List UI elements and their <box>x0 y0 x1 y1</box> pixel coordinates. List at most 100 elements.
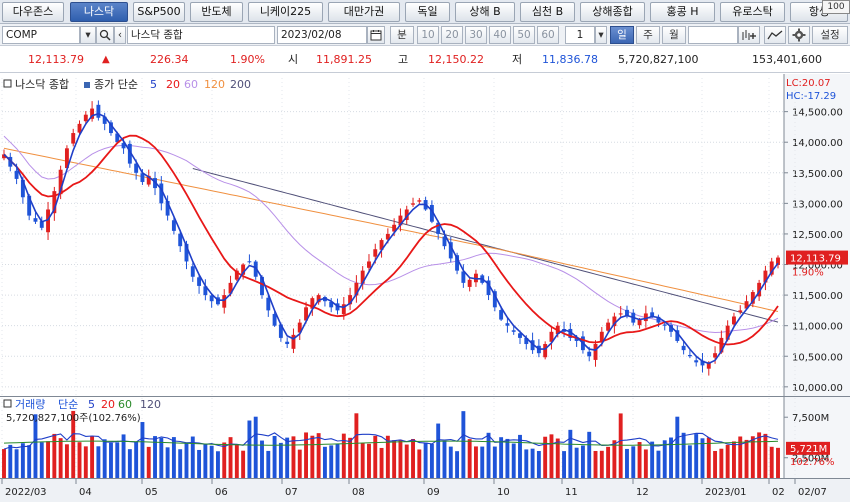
price-change-pct: 1.90% <box>230 53 265 66</box>
period-button-3[interactable]: 30 <box>465 26 487 44</box>
candle-body-13 <box>83 114 88 122</box>
candle-body-30 <box>190 266 195 277</box>
date-input[interactable]: 2023/02/08 <box>277 26 367 44</box>
gear-icon <box>792 28 806 42</box>
candle-body-18 <box>115 133 120 143</box>
calendar-button[interactable] <box>367 26 385 44</box>
volume-bar-107 <box>675 416 680 478</box>
tab-11[interactable]: 유로스탁 <box>720 2 785 22</box>
candle-body-79 <box>499 310 504 320</box>
volume-bar-88 <box>555 438 560 478</box>
volume-bar-58 <box>367 443 371 478</box>
candle-body-65 <box>411 203 415 205</box>
last-pct-label: 1.90% <box>792 268 824 279</box>
tab-10[interactable]: 홍콩 H <box>650 2 715 22</box>
volume-bar-32 <box>203 443 208 478</box>
prev-symbol-button[interactable]: ‹ <box>114 26 126 44</box>
x-tick-label-12: 02/07 <box>798 487 827 498</box>
volume-bar-46 <box>291 436 296 478</box>
candle-body-40 <box>253 261 258 277</box>
candle-body-109 <box>687 354 692 357</box>
x-tick-label-9: 12 <box>636 487 649 498</box>
tab-2[interactable]: S&P500 <box>133 2 185 22</box>
candle-body-98 <box>618 313 623 315</box>
candle-body-68 <box>429 204 434 222</box>
volume-bar-4 <box>27 445 32 478</box>
low-price: 11,836.78 <box>542 53 598 66</box>
x-tick-label-8: 11 <box>565 487 578 498</box>
volume-bar-66 <box>417 449 422 478</box>
volume-bar-44 <box>278 442 283 478</box>
candle-body-17 <box>109 122 113 134</box>
candle-body-6 <box>39 221 44 228</box>
candle-body-52 <box>329 301 334 308</box>
chart-settings-gear-button[interactable] <box>788 26 810 44</box>
volume-bar-65 <box>411 438 415 478</box>
volume-legend-period-1: 20 <box>101 398 115 411</box>
volume-bar-30 <box>190 436 195 478</box>
legend-period-4: 200 <box>230 78 251 91</box>
candle-body-107 <box>675 330 680 341</box>
period-button-6[interactable]: 60 <box>537 26 559 44</box>
candlestick-chart[interactable]: 10,000.00 10,500.00 11,000.00 11,500.00 12,0… <box>0 74 850 502</box>
tab-4[interactable]: 니케이225 <box>248 2 323 22</box>
candle-body-82 <box>518 333 522 338</box>
candle-body-108 <box>681 345 686 351</box>
period-button-2[interactable]: 20 <box>441 26 463 44</box>
volume-bar-120 <box>757 432 762 478</box>
volume-legend-period-2: 60 <box>118 398 132 411</box>
tab-6[interactable]: 독일 <box>405 2 450 22</box>
volume-bar-117 <box>738 436 743 478</box>
symbol-dropdown-button[interactable]: ▾ <box>80 26 96 44</box>
volume-bar-91 <box>574 447 579 478</box>
tab-1[interactable]: 나스닥 <box>70 2 128 22</box>
unit-button-1[interactable]: 주 <box>636 26 660 44</box>
period-button-5[interactable]: 50 <box>513 26 535 44</box>
chart-toolbar: COMP ▾ ‹ 나스닥 종합 2023/02/08 분 10 20 30 40 50 60… <box>0 24 850 46</box>
period-button-4[interactable]: 40 <box>489 26 511 44</box>
tab-8[interactable]: 심천 B <box>520 2 575 22</box>
tab-9[interactable]: 상해종합 <box>580 2 645 22</box>
volume-bar-35 <box>222 442 227 478</box>
candle-body-74 <box>467 279 472 287</box>
candle-body-94 <box>593 344 598 360</box>
unit-button-0[interactable]: 일 <box>610 26 634 44</box>
tab-5[interactable]: 대만가권 <box>328 2 400 22</box>
volume-value: 5,720,827,100 <box>618 53 699 66</box>
candle-body-5 <box>33 218 38 222</box>
candle-body-54 <box>341 304 346 315</box>
volume-bar-18 <box>115 442 120 478</box>
hc-label: HC:-17.29 <box>786 91 836 102</box>
line-tool-button[interactable] <box>764 26 786 44</box>
tab-7[interactable]: 상해 B <box>455 2 515 22</box>
symbol-search-button[interactable] <box>96 26 114 44</box>
y-tick-label-7: 13,500.00 <box>792 169 843 180</box>
volume-bar-90 <box>568 429 573 478</box>
period-button-1[interactable]: 10 <box>417 26 439 44</box>
count-dropdown-button[interactable]: ▾ <box>595 26 607 44</box>
volume-bar-42 <box>266 450 271 478</box>
interval-input[interactable] <box>688 26 738 44</box>
count-input[interactable]: 1 <box>565 26 595 44</box>
volume-bar-2 <box>14 449 19 478</box>
volume-bar-43 <box>272 435 277 478</box>
legend-period-2: 60 <box>184 78 198 91</box>
volume-bar-23 <box>146 446 151 478</box>
candle-body-31 <box>197 277 202 286</box>
add-indicator-button[interactable] <box>738 26 760 44</box>
symbol-input[interactable]: COMP <box>2 26 80 44</box>
volume-bar-102 <box>643 449 648 478</box>
candle-body-60 <box>379 240 384 250</box>
settings-button[interactable]: 설정 <box>812 26 848 44</box>
chevron-left-icon: ‹ <box>117 29 123 41</box>
volume-bar-62 <box>392 440 397 478</box>
candle-body-46 <box>291 334 296 349</box>
candle-body-36 <box>228 282 233 294</box>
candle-body-83 <box>524 337 529 345</box>
tab-3[interactable]: 반도체 <box>190 2 243 22</box>
tab-0[interactable]: 다우존스 <box>2 2 64 22</box>
volume-bar-10 <box>64 444 69 478</box>
unit-button-2[interactable]: 월 <box>662 26 686 44</box>
period-button-0[interactable]: 분 <box>390 26 414 44</box>
candle-body-8 <box>52 191 57 214</box>
